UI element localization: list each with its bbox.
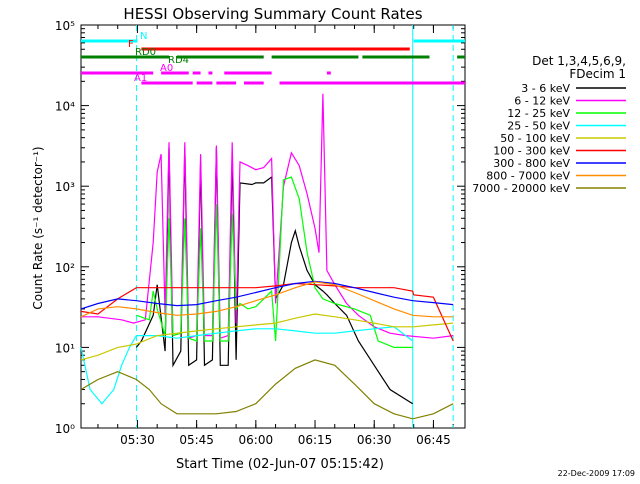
flag-label-a1: A1 [134,73,147,84]
x-axis-label: Start Time (02-Jun-07 05:15:42) [176,457,384,472]
timestamp: 22-Dec-2009 17:09 [558,469,635,478]
legend-label-6: 100 - 300 keV [493,145,570,158]
legend-label-8: 800 - 7000 keV [486,170,570,183]
series-line-7 [80,280,454,310]
flag-label-rd4: RD4 [168,55,189,66]
series-line-2 [81,93,454,340]
legend-header-line-2: FDecim 1 [569,67,626,81]
x-tick-label: 06:00 [239,433,274,447]
y-axis-label: Count Rate (s⁻¹ detector⁻¹) [31,146,45,309]
series-line-6 [80,282,454,342]
legend-label-9: 7000 - 20000 keV [472,182,570,195]
y-tick-label: 10⁴ [55,100,75,114]
y-tick-label: 10⁵ [55,19,75,33]
series-line-3 [136,176,413,348]
plot-frame [80,24,466,429]
plot-area: 10⁰ 10¹ 10² 10³ 10⁴ 10⁵ 05:30 05:45 06:00 06:15 06… [55,19,466,447]
legend-label-2: 6 - 12 keV [514,95,570,108]
legend-label-3: 12 - 25 keV [507,107,570,120]
legend-label-4: 25 - 50 keV [507,120,570,133]
flag-label-rd0: RD0 [135,47,156,58]
x-tick-label: 06:30 [357,433,392,447]
flag-label-a0: A0 [160,63,173,74]
y-tick-label: 10² [55,261,75,275]
flag-label-n: N [140,31,147,42]
x-tick-label: 05:30 [120,433,155,447]
chart-title: HESSI Observing Summary Count Rates [123,5,422,23]
x-tick-label: 06:15 [298,433,333,447]
legend-label-1: 3 - 6 keV [521,82,570,95]
x-tick-label: 05:45 [179,433,214,447]
series-line-8 [80,281,454,318]
legend-label-5: 50 - 100 keV [500,132,570,145]
flag-label-f: F [128,39,134,50]
x-tick-label: 06:45 [416,433,451,447]
series-line-5 [80,313,454,361]
legend-label-7: 300 - 800 keV [493,157,570,170]
y-tick-label: 10¹ [55,341,75,355]
series-line-4 [80,326,414,405]
y-tick-label: 10³ [55,180,75,194]
y-tick-label: 10⁰ [55,422,75,436]
legend-header-line-1: Det 1,3,4,5,6,9, [532,54,626,68]
series-line-9 [80,359,454,420]
